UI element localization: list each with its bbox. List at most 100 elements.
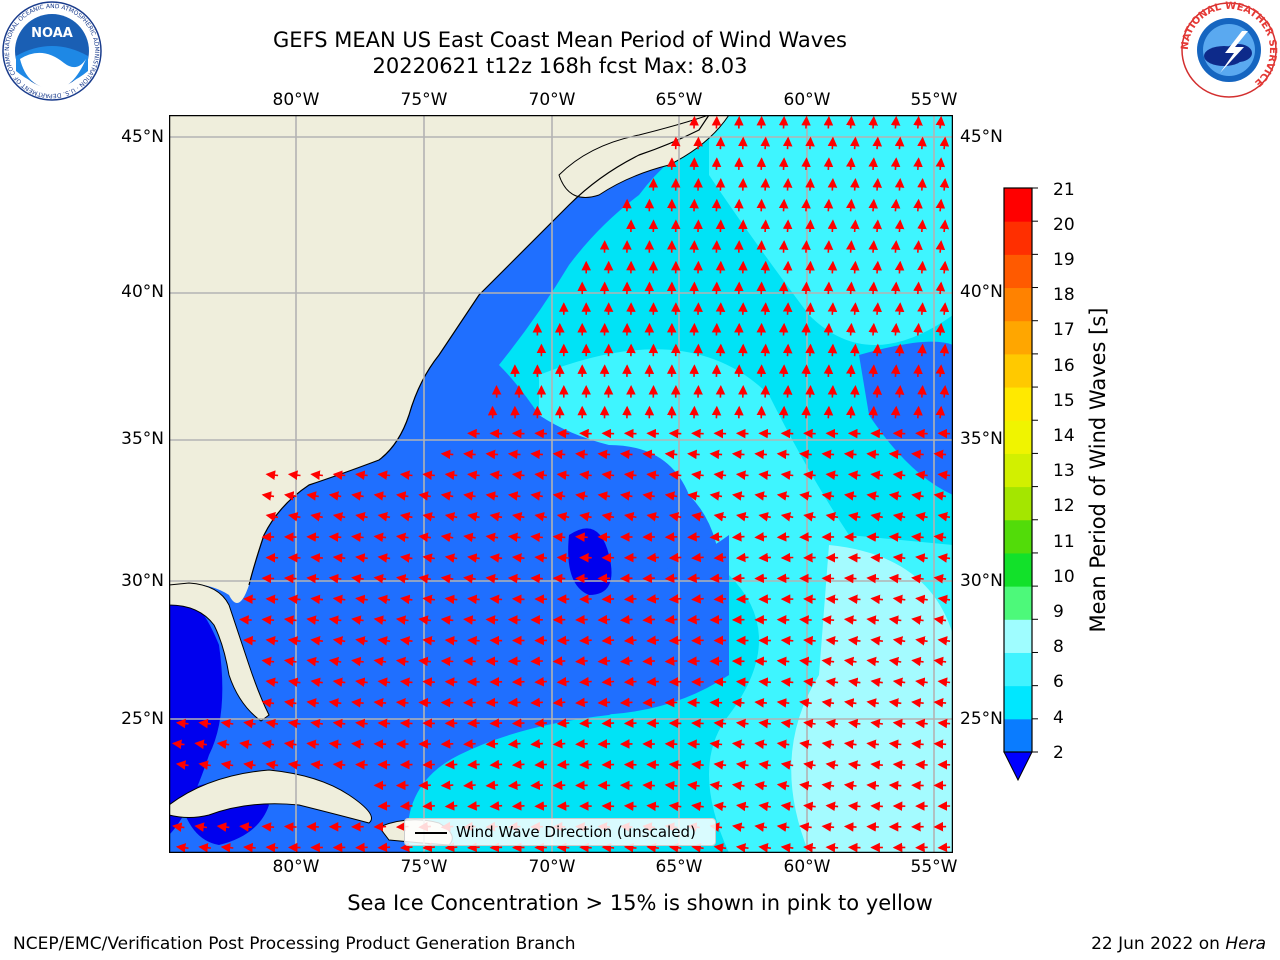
wave-direction-arrow (825, 677, 839, 687)
wave-direction-arrow (691, 552, 704, 563)
wave-direction-arrow (821, 656, 835, 667)
wave-direction-arrow (782, 302, 793, 315)
wave-direction-arrow (776, 656, 790, 667)
wave-direction-arrow (377, 470, 391, 480)
wave-direction-arrow (664, 614, 678, 625)
wave-direction-arrow (778, 281, 789, 295)
wave-direction-arrow (866, 491, 879, 501)
colorbar-segment (1004, 685, 1032, 720)
wave-direction-arrow (917, 302, 927, 315)
wave-direction-arrow (913, 281, 923, 295)
wave-direction-arrow (422, 677, 435, 687)
wave-direction-arrow (890, 405, 901, 419)
wave-direction-arrow (892, 594, 906, 605)
wave-direction-arrow (668, 552, 682, 563)
wave-direction-arrow (332, 512, 346, 522)
wave-direction-arrow (935, 115, 946, 129)
wave-direction-arrow (243, 635, 256, 646)
wave-direction-arrow (646, 470, 659, 480)
wave-direction-arrow (782, 219, 793, 233)
wave-direction-arrow (691, 594, 704, 604)
lon-label-bottom: 80°W (272, 857, 320, 877)
wave-direction-arrow (511, 553, 525, 563)
wave-direction-arrow (758, 843, 772, 853)
wave-direction-arrow (579, 676, 592, 687)
wave-direction-arrow (709, 739, 723, 750)
wave-direction-arrow (913, 240, 923, 253)
colorbar-tick-label: 6 (1053, 672, 1064, 692)
wave-direction-arrow (780, 635, 794, 646)
chart-title: GEFS MEAN US East Coast Mean Period of W… (273, 28, 847, 52)
wave-direction-arrow (735, 843, 749, 853)
wave-direction-arrow (915, 718, 928, 729)
wave-direction-arrow (664, 491, 678, 501)
wave-direction-arrow (373, 573, 387, 584)
wave-direction-arrow (556, 759, 570, 770)
colorbar-segment (1004, 552, 1032, 587)
wave-direction-arrow (846, 405, 856, 419)
colorbar-tick-label: 2 (1053, 743, 1064, 763)
wave-direction-arrow (216, 739, 230, 750)
wave-direction-arrow (623, 676, 637, 687)
wave-direction-arrow (805, 385, 815, 398)
wave-direction-arrow (489, 801, 503, 811)
map-legend: Wind Wave Direction (unscaled) (404, 818, 716, 846)
wave-direction-arrow (866, 449, 879, 460)
wave-direction-arrow (760, 219, 771, 233)
wave-direction-arrow (351, 491, 364, 501)
wave-direction-arrow (399, 677, 413, 687)
wave-direction-arrow (892, 760, 906, 770)
wave-direction-arrow (691, 843, 704, 853)
wave-direction-arrow (731, 780, 745, 791)
wave-direction-arrow (332, 636, 346, 646)
lat-label-left: 35°N (121, 429, 164, 449)
wave-direction-arrow (937, 512, 951, 522)
wave-direction-arrow (664, 780, 678, 791)
wave-direction-arrow (507, 449, 521, 460)
wave-direction-arrow (776, 532, 790, 542)
wave-direction-arrow (377, 718, 391, 729)
lon-label-bottom: 60°W (783, 857, 831, 877)
wave-direction-arrow (894, 302, 905, 315)
wave-direction-arrow (758, 718, 771, 729)
wave-direction-arrow (530, 491, 543, 501)
wave-direction-arrow (782, 343, 793, 357)
lon-label-top: 70°W (528, 90, 576, 110)
wave-direction-arrow (709, 780, 723, 791)
wave-direction-arrow (731, 532, 745, 542)
wave-direction-arrow (713, 760, 727, 770)
wave-direction-arrow (825, 842, 839, 853)
lon-label-top: 80°W (272, 90, 320, 110)
wave-direction-arrow (803, 760, 816, 770)
wave-direction-arrow (801, 198, 811, 212)
wave-direction-arrow (287, 470, 301, 480)
wave-direction-arrow (534, 718, 547, 728)
wave-direction-arrow (668, 801, 682, 812)
wave-direction-arrow (507, 573, 521, 584)
wave-direction-arrow (534, 676, 547, 687)
wave-direction-arrow (444, 635, 458, 646)
wave-direction-arrow (866, 698, 879, 708)
wave-direction-arrow (778, 322, 789, 336)
wave-direction-arrow (530, 449, 543, 460)
wave-direction-arrow (939, 219, 950, 233)
map-border (168, 114, 954, 854)
lat-label-right: 45°N (960, 127, 1003, 147)
wave-direction-arrow (198, 718, 211, 729)
footer-date: 22 Jun 2022 on Hera (1091, 934, 1266, 954)
colorbar-segment (1004, 254, 1032, 289)
wave-direction-arrow (825, 470, 839, 480)
wave-direction-arrow (805, 302, 815, 315)
footer-date-text: 22 Jun 2022 on (1091, 934, 1226, 954)
wave-direction-arrow (780, 512, 794, 522)
colorbar-segment (1004, 420, 1032, 454)
wave-direction-arrow (888, 739, 902, 750)
wave-direction-arrow (243, 842, 256, 853)
wave-direction-arrow (870, 677, 883, 688)
colorbar-tick-marks (1032, 187, 1038, 753)
wave-direction-arrow (620, 491, 633, 501)
wave-direction-arrow (872, 219, 883, 233)
wave-direction-arrow (823, 322, 834, 336)
wave-direction-arrow (758, 470, 771, 480)
wave-direction-arrow (597, 697, 611, 708)
